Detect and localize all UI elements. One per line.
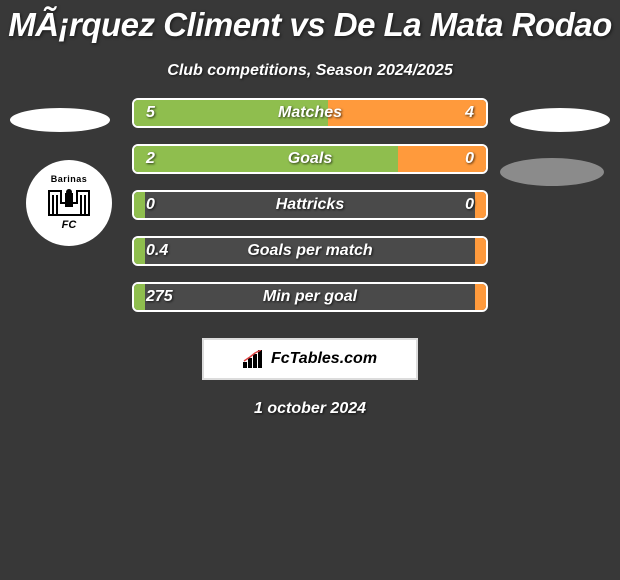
brand-icon <box>243 350 265 368</box>
stat-bars: 54Matches 20Goals 00Hattricks 0.4Goals per … <box>132 98 488 328</box>
badge-logo-icon <box>47 185 91 219</box>
date-text: 1 october 2024 <box>0 400 620 418</box>
stat-row: 20Goals <box>132 144 488 174</box>
stat-label: Goals <box>134 146 486 172</box>
stat-label: Matches <box>134 100 486 126</box>
stat-label: Min per goal <box>134 284 486 310</box>
page-title: MÃ¡rquez Climent vs De La Mata Rodao <box>0 0 620 44</box>
stat-row: 0.4Goals per match <box>132 236 488 266</box>
stat-row: 00Hattricks <box>132 190 488 220</box>
brand-box: FcTables.com <box>202 338 418 380</box>
badge-bottom-text: FC <box>47 220 91 231</box>
badge-top-text: Barinas <box>47 175 91 184</box>
stat-label: Hattricks <box>134 192 486 218</box>
player-left-pill <box>10 108 110 132</box>
subtitle: Club competitions, Season 2024/2025 <box>0 62 620 80</box>
stat-row: 54Matches <box>132 98 488 128</box>
club-badge: Barinas FC <box>26 160 112 246</box>
brand-text: FcTables.com <box>271 350 377 368</box>
player-right-pill <box>510 108 610 132</box>
player-right-pill-2 <box>500 158 604 186</box>
stat-label: Goals per match <box>134 238 486 264</box>
stat-row: 275Min per goal <box>132 282 488 312</box>
